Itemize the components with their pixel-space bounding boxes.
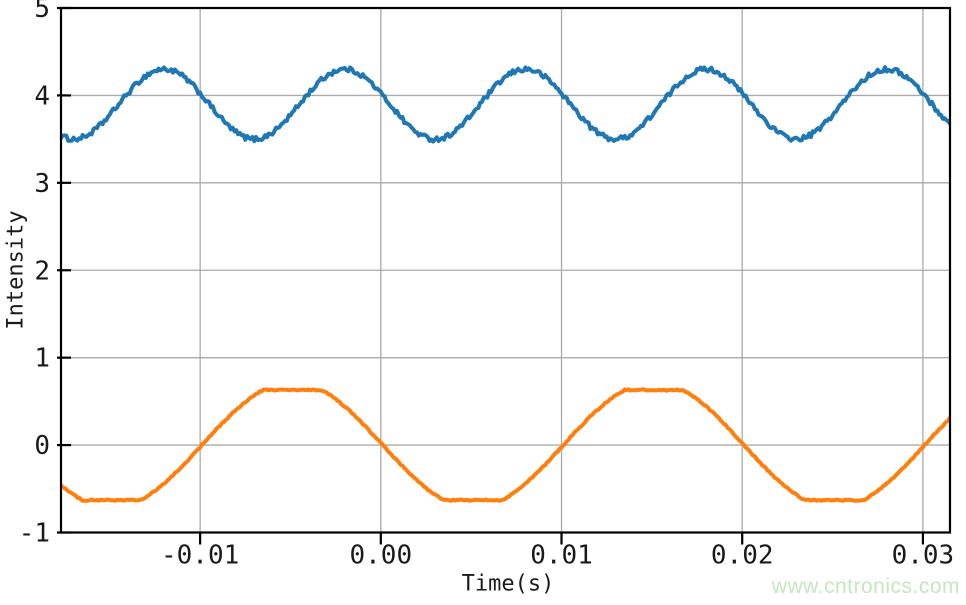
series-path-envelope-wave (61, 387, 950, 503)
y-tick-label: 1 (34, 344, 50, 374)
y-tick-label: 3 (34, 169, 50, 199)
y-tick-label: 0 (34, 431, 50, 461)
x-tick-label: 0.01 (530, 541, 593, 571)
x-tick-label: 0.03 (892, 541, 955, 571)
watermark-text: www.cntronics.com (771, 575, 960, 598)
x-tick-label: -0.01 (161, 541, 239, 571)
x-axis-label: Time(s) (461, 571, 555, 597)
plot-frame (59, 6, 952, 534)
y-tick-label: -1 (19, 519, 50, 549)
x-tick-label: 0.02 (711, 541, 774, 571)
tick-labels: -0.01 0.00 0.01 0.02 0.03 -1 0 1 2 3 4 5 (19, 0, 955, 571)
series-layer (61, 65, 950, 503)
series-path-carrier-wave (61, 65, 950, 144)
y-axis-label: Intensity (3, 210, 29, 330)
x-tick-label: 0.00 (350, 541, 413, 571)
y-tick-label: 4 (34, 81, 50, 111)
y-tick-label: 5 (34, 0, 50, 24)
y-tick-label: 2 (34, 256, 50, 286)
